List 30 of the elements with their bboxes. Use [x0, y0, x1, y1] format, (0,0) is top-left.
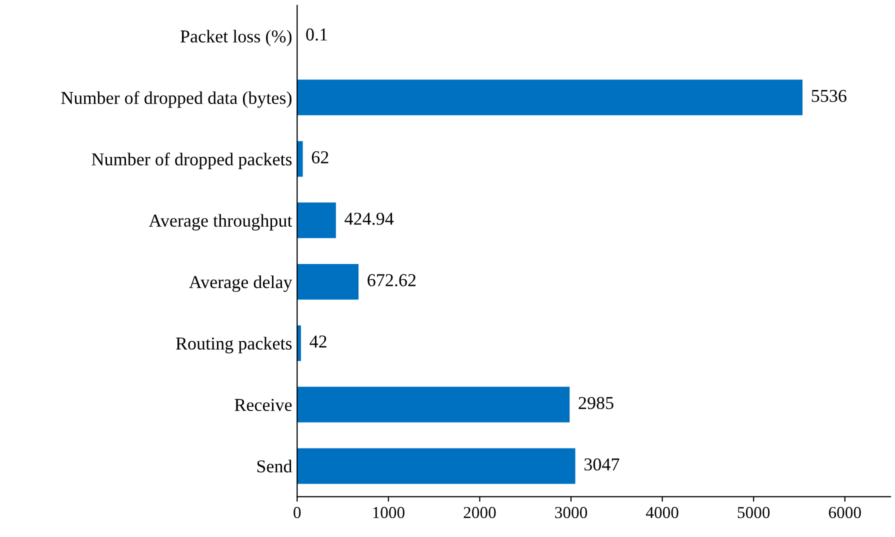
y-tick-label: Number of dropped packets — [92, 152, 292, 170]
y-tick-label: Average throughput — [148, 214, 292, 230]
y-tick-label: Routing packets — [176, 336, 292, 354]
x-tick-label: 4000 — [646, 506, 678, 518]
data-label: 424.94 — [344, 212, 394, 225]
bar — [297, 80, 803, 116]
data-label: 672.62 — [368, 274, 416, 286]
bar — [297, 202, 336, 238]
x-tick-label: 0 — [294, 506, 301, 518]
bar — [297, 325, 301, 361]
bar — [297, 448, 576, 484]
x-tick-label: 3000 — [555, 506, 588, 518]
x-tick-label: 2000 — [464, 506, 496, 518]
data-label: 62 — [312, 151, 328, 164]
y-tick-label: Receive — [234, 398, 292, 412]
x-tick-label: 6000 — [828, 506, 861, 518]
data-label: 0.1 — [306, 28, 327, 41]
x-tick-label: 1000 — [373, 506, 404, 518]
data-label: 3047 — [584, 458, 620, 471]
bar — [297, 264, 359, 300]
y-tick-label: Average delay — [189, 275, 292, 292]
bar — [297, 141, 303, 177]
data-label: 42 — [310, 336, 326, 348]
data-label: 2985 — [578, 396, 614, 410]
y-tick-label: Number of dropped data (bytes) — [61, 91, 292, 108]
x-tick-label: 5000 — [738, 506, 770, 518]
y-tick-label: Send — [257, 460, 292, 472]
y-tick-label: Packet loss (%) — [180, 30, 292, 46]
data-label: 5536 — [812, 90, 846, 102]
bar — [297, 386, 570, 422]
